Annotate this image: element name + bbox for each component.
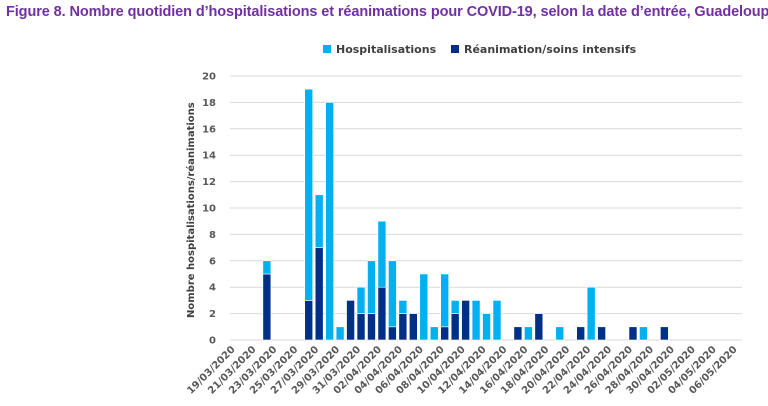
bar-reanimation-27/03/2020 xyxy=(314,247,324,341)
bar-hospitalisations-28/03/2020 xyxy=(325,102,334,341)
chart-title: Figure 8. Nombre quotidien d’hospitalisa… xyxy=(6,4,768,20)
bar-reanimation-03/04/2020 xyxy=(388,326,397,341)
bar-reanimation-05/04/2020 xyxy=(409,313,418,341)
bar-reanimation-26/04/2020 xyxy=(628,326,638,341)
y-axis-title: Nombre hospitalisations/réanimations xyxy=(185,102,197,318)
bar-hospitalisations-06/04/2020 xyxy=(419,273,429,341)
bar-hospitalisations-03/04/2020 xyxy=(388,260,397,328)
bar-hospitalisations-31/03/2020 xyxy=(356,286,366,314)
y-tick-label: 8 xyxy=(209,230,216,241)
bar-reanimation-23/04/2020 xyxy=(597,326,606,341)
bar-hospitalisations-07/04/2020 xyxy=(429,326,439,341)
y-tick-label: 4 xyxy=(209,283,216,294)
bar-hospitalisations-13/04/2020 xyxy=(492,300,502,341)
bar-reanimation-17/04/2020 xyxy=(534,313,544,341)
x-tick-labels: 19/03/202021/03/202023/03/202025/03/2020… xyxy=(185,344,739,396)
y-tick-label: 0 xyxy=(209,336,216,347)
bar-hospitalisations-27/04/2020 xyxy=(639,326,648,341)
bar-reanimation-26/03/2020 xyxy=(304,300,314,341)
bar-hospitalisations-26/03/2020 xyxy=(304,88,314,301)
legend: Hospitalisations Réanimation/soins inten… xyxy=(323,43,637,56)
y-tick-label: 10 xyxy=(202,204,216,215)
y-tick-label: 20 xyxy=(202,72,216,83)
bar-reanimation-08/04/2020 xyxy=(440,326,450,341)
bar-hospitalisations-22/03/2020 xyxy=(262,260,272,275)
bar-reanimation-10/04/2020 xyxy=(461,300,470,341)
bar-reanimation-01/04/2020 xyxy=(367,313,376,341)
y-tick-label: 6 xyxy=(209,256,216,267)
legend-swatch-reanimation xyxy=(451,45,459,53)
bar-hospitalisations-11/04/2020 xyxy=(471,300,481,341)
legend-label-hospitalisations: Hospitalisations xyxy=(336,43,437,56)
bar-hospitalisations-02/04/2020 xyxy=(377,220,387,288)
bar-hospitalisations-16/04/2020 xyxy=(524,326,533,341)
bar-reanimation-22/03/2020 xyxy=(262,273,272,341)
legend-swatch-hospitalisations xyxy=(323,45,331,53)
legend-label-reanimation: Réanimation/soins intensifs xyxy=(464,43,637,56)
bar-reanimation-21/04/2020 xyxy=(576,326,585,341)
y-tick-label: 16 xyxy=(202,124,216,135)
y-tick-label: 18 xyxy=(202,98,216,109)
bar-reanimation-30/03/2020 xyxy=(346,300,355,341)
bar-hospitalisations-19/04/2020 xyxy=(555,326,565,341)
bar-hospitalisations-12/04/2020 xyxy=(482,313,491,341)
bar-hospitalisations-01/04/2020 xyxy=(367,260,376,314)
bar-hospitalisations-08/04/2020 xyxy=(440,273,450,328)
bar-reanimation-09/04/2020 xyxy=(450,313,460,341)
bar-reanimation-02/04/2020 xyxy=(377,286,387,341)
bars xyxy=(262,88,669,341)
bar-hospitalisations-29/03/2020 xyxy=(335,326,345,341)
bar-reanimation-31/03/2020 xyxy=(356,313,366,341)
y-tick-labels: 0 2 4 6 8 10 12 14 16 18 20 xyxy=(202,72,216,347)
bar-reanimation-04/04/2020 xyxy=(398,313,408,341)
bar-hospitalisations-22/04/2020 xyxy=(586,286,596,341)
bar-reanimation-29/04/2020 xyxy=(660,326,669,341)
bar-hospitalisations-04/04/2020 xyxy=(398,300,408,314)
y-tick-label: 2 xyxy=(209,309,216,320)
bar-hospitalisations-27/03/2020 xyxy=(314,194,324,248)
bar-reanimation-15/04/2020 xyxy=(513,326,523,341)
y-tick-label: 12 xyxy=(202,177,216,188)
y-tick-label: 14 xyxy=(202,151,216,162)
bar-hospitalisations-09/04/2020 xyxy=(450,300,460,314)
